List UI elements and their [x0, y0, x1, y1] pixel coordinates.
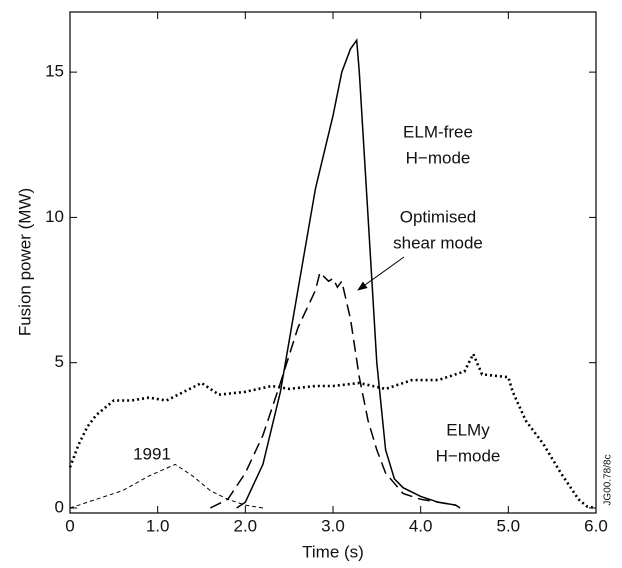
annotation: Optimised — [400, 207, 477, 226]
watermark: JG00.78/8c — [603, 454, 614, 505]
annotation: ELM-free — [403, 122, 473, 141]
x-tick-label: 3.0 — [321, 516, 345, 535]
x-tick-label: 2.0 — [234, 516, 258, 535]
annotation: H−mode — [436, 446, 501, 465]
series-line — [209, 271, 456, 509]
x-tick-label: 6.0 — [584, 516, 608, 535]
annotation: ELMy — [446, 420, 490, 439]
y-tick-label: 5 — [55, 352, 64, 371]
plot-frame — [69, 11, 597, 514]
series-line — [69, 463, 263, 509]
x-tick-label: 4.0 — [409, 516, 433, 535]
y-tick-label: 0 — [55, 497, 64, 516]
y-tick-label: 10 — [45, 207, 64, 226]
x-tick-label: 1.0 — [146, 516, 170, 535]
annotation: shear mode — [393, 233, 483, 252]
series-line — [68, 350, 597, 510]
series-line — [236, 38, 461, 509]
annotation-arrow — [357, 256, 405, 291]
x-axis-label: Time (s) — [302, 542, 364, 561]
x-tick-label: 5.0 — [497, 516, 521, 535]
x-tick-label: 0 — [65, 516, 74, 535]
annotation: H−mode — [406, 148, 471, 167]
y-axis-label: Fusion power (MW) — [15, 188, 34, 336]
y-tick-label: 15 — [45, 62, 64, 81]
annotation: 1991 — [133, 444, 171, 463]
